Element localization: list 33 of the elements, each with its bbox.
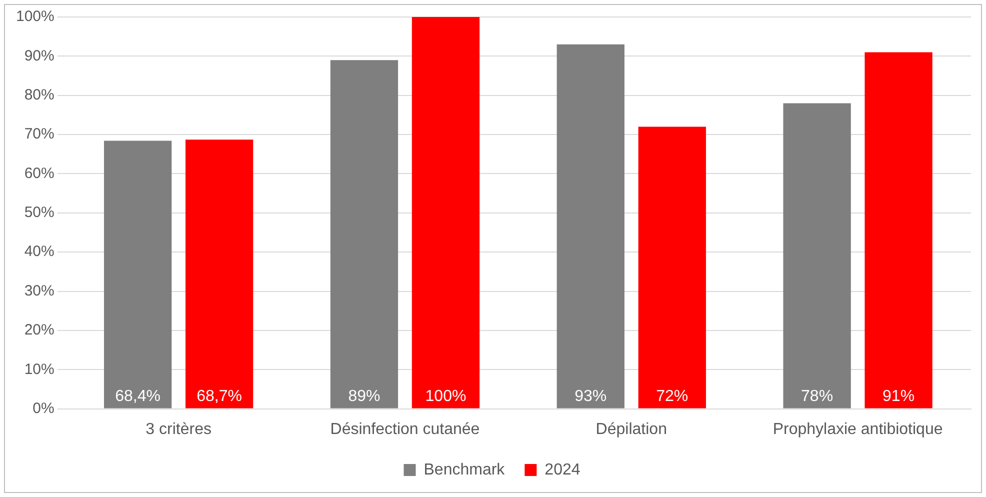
y-tick-label: 40% xyxy=(24,243,54,260)
y-tick-label: 60% xyxy=(24,164,54,182)
data-label: 68,7% xyxy=(196,388,242,406)
data-label: 68,4% xyxy=(115,388,161,406)
bar xyxy=(104,140,172,408)
y-tick-label: 70% xyxy=(24,126,54,143)
data-label: 89% xyxy=(348,388,380,406)
legend-label: 2024 xyxy=(544,461,580,478)
bar xyxy=(330,60,398,408)
y-tick-label: 80% xyxy=(24,86,54,104)
x-tick-label: Désinfection cutanée xyxy=(330,420,480,438)
data-label: 93% xyxy=(574,388,607,406)
y-tick-label: 90% xyxy=(24,47,54,64)
data-label: 100% xyxy=(425,388,466,406)
x-tick-label: Prophylaxie antibiotique xyxy=(772,420,943,438)
y-tick-label: 30% xyxy=(24,282,54,300)
x-tick-label: Dépilation xyxy=(596,420,667,438)
bar xyxy=(783,103,851,408)
bar xyxy=(638,126,706,408)
bar xyxy=(864,52,932,408)
legend-label: Benchmark xyxy=(424,461,506,478)
bar xyxy=(412,17,480,408)
y-tick-label: 50% xyxy=(24,204,54,222)
data-label: 91% xyxy=(882,388,915,406)
bar xyxy=(185,140,254,408)
y-tick-label: 100% xyxy=(16,8,54,26)
data-label: 78% xyxy=(801,388,834,406)
bar xyxy=(556,44,624,408)
y-tick-label: 20% xyxy=(24,322,54,339)
y-tick-label: 0% xyxy=(32,400,54,417)
y-tick-label: 10% xyxy=(24,360,54,378)
data-label: 72% xyxy=(656,388,688,406)
x-tick-label: 3 critères xyxy=(146,420,212,438)
